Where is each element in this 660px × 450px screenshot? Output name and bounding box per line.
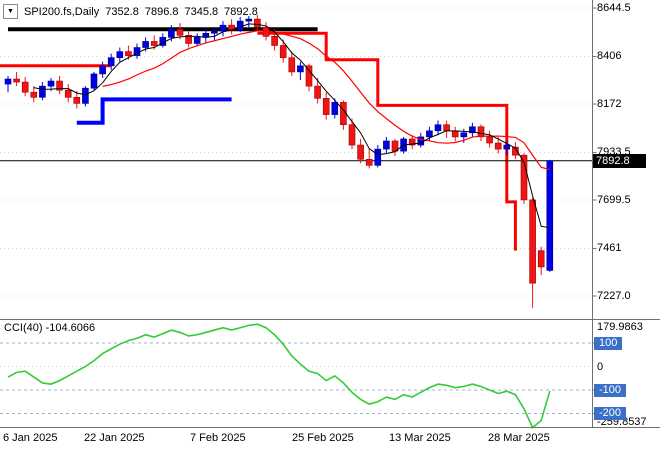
candle (451, 130, 459, 138)
ohlc-open-value: 7352.8 (105, 5, 139, 18)
support-blue-line (76, 97, 232, 125)
candle (185, 35, 192, 44)
candle (297, 65, 304, 73)
candle (73, 96, 81, 104)
candle (99, 65, 106, 75)
candle (288, 57, 296, 73)
candle (176, 28, 184, 36)
cci-zero-label: 0 (597, 360, 604, 373)
candle (13, 78, 20, 83)
resistance-red-descending-line (257, 31, 517, 251)
candle (494, 142, 502, 150)
candle (520, 154, 528, 201)
candle (486, 136, 493, 144)
candle (219, 24, 227, 32)
candle (322, 98, 330, 115)
candle (434, 124, 442, 132)
cci-level-badge: 100 (594, 336, 623, 350)
cci-max-label: 179.9863 (597, 321, 643, 333)
candle (331, 102, 339, 115)
candle (168, 28, 175, 38)
candle (21, 81, 29, 93)
time-axis-label: 7 Feb 2025 (190, 432, 246, 444)
dropdown-arrow-icon: ▼ (7, 8, 14, 15)
candle (211, 30, 218, 34)
indicator-label: CCI(40) -104.6066 (4, 322, 96, 334)
candle (262, 26, 270, 37)
time-axis-label: 28 Mar 2025 (488, 432, 550, 444)
price-axis-label: 8644.5 (597, 2, 631, 14)
candle (142, 41, 149, 48)
candle (125, 51, 132, 56)
cci-line (7, 323, 551, 429)
ohlc-high-value: 7896.8 (144, 5, 179, 18)
candle (4, 78, 12, 85)
candle (443, 124, 450, 132)
candle (365, 158, 373, 166)
candle (314, 85, 321, 99)
time-axis-label: 13 Mar 2025 (389, 432, 451, 444)
price-axis-label: 8406 (597, 50, 622, 63)
cci-level-badge: -100 (594, 383, 627, 397)
candle (477, 126, 485, 138)
candle (305, 65, 313, 87)
ohlc-close-value: 7892.8 (224, 5, 258, 18)
candle (383, 140, 390, 150)
candle (503, 144, 511, 150)
candle (39, 85, 46, 98)
candle (150, 41, 158, 46)
price-axis-label: 7227.0 (597, 289, 631, 302)
time-axis-label: 25 Feb 2025 (292, 432, 354, 444)
candle (64, 89, 72, 98)
current-price-badge: 7892.8 (593, 153, 646, 168)
price-axis-label: 7461 (597, 242, 622, 255)
candle (82, 87, 89, 104)
candle (254, 18, 261, 28)
price-axis-label: 8172 (597, 97, 622, 110)
price-axis-label: 7699.5 (597, 193, 631, 206)
candle (107, 57, 115, 67)
candle (357, 144, 364, 160)
candle (469, 126, 476, 134)
candle (271, 36, 278, 46)
ma-slow-line (102, 30, 550, 171)
time-axis-label: 22 Jan 2025 (84, 432, 145, 444)
ohlc-low-value: 7345.8 (184, 5, 219, 18)
candle (348, 124, 356, 146)
time-axis-label: 6 Jan 2025 (3, 432, 58, 444)
candle (245, 18, 253, 22)
symbol-timeframe-label: SPI200.fs,Daily (24, 5, 100, 18)
candle (374, 148, 382, 166)
cci-level-badge: -200 (594, 407, 627, 420)
candle (279, 45, 287, 58)
symbol-dropdown-button[interactable]: ▼ (3, 4, 18, 19)
ma-fast-line (33, 23, 550, 229)
candle (90, 73, 98, 89)
candle (426, 130, 433, 138)
candle (537, 250, 545, 268)
candle (408, 138, 416, 146)
candle (460, 132, 468, 138)
candle (512, 146, 519, 156)
chart-title: ▼ SPI200.fs,Daily 7352.8 7896.8 7345.8 7… (3, 4, 258, 19)
candle (116, 51, 124, 58)
candle (529, 199, 536, 284)
candle (47, 80, 55, 87)
candle (193, 37, 201, 44)
candle (30, 91, 38, 98)
candle (56, 80, 63, 91)
candle (546, 160, 554, 271)
